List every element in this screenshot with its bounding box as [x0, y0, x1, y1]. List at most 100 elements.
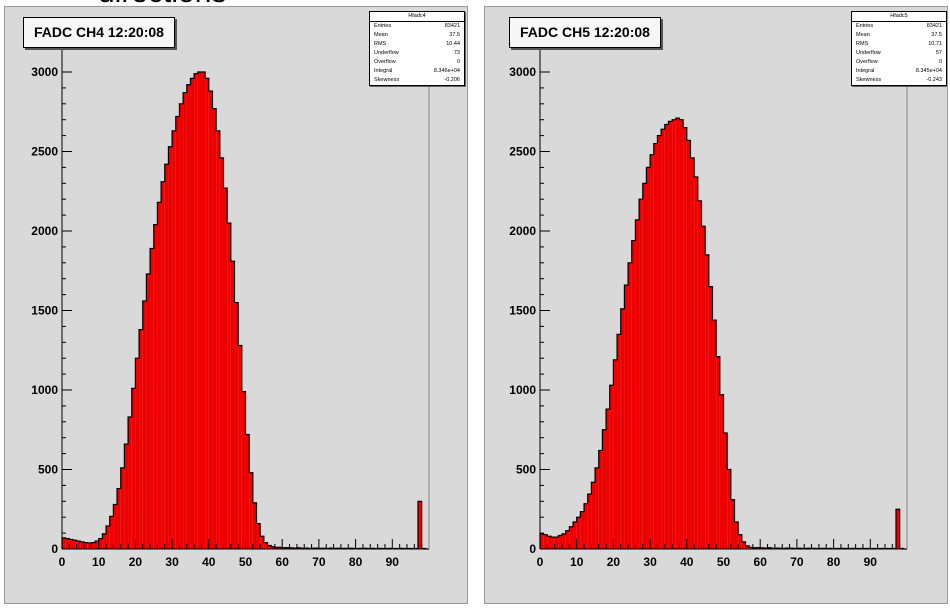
- histogram-bin: [895, 509, 900, 549]
- histogram-bin: [606, 409, 610, 549]
- stats-row: Integral 8.345e+04: [852, 67, 946, 76]
- stats-row: Overflow 0: [370, 58, 464, 67]
- histogram-bin: [271, 546, 275, 549]
- histogram-bin: [164, 164, 169, 549]
- y-tick-label: 500: [38, 463, 58, 477]
- y-tick-label: 3000: [509, 65, 536, 79]
- histogram-bin: [646, 167, 651, 549]
- histogram-bin: [65, 538, 70, 549]
- histogram-bin: [282, 547, 286, 549]
- stats-label: RMS: [374, 41, 387, 47]
- y-tick-label: 2500: [509, 145, 536, 159]
- histogram-bin: [278, 547, 283, 549]
- histogram-bin: [201, 72, 206, 549]
- stats-label: Entries: [374, 23, 392, 29]
- histogram-bin: [69, 539, 74, 549]
- histogram-bin: [241, 391, 246, 549]
- stats-box: Hfadc5 Entries 83421 Mean 37.5 RMS 10.71 Un…: [851, 11, 947, 86]
- histogram-bin: [91, 542, 96, 549]
- histogram-bin: [216, 130, 220, 549]
- histogram-bin: [296, 547, 301, 549]
- stats-value: 10.71: [928, 41, 942, 47]
- histogram-bin: [150, 248, 154, 550]
- histogram-ch4: 0 500 1000 1500 2000 2500 3000 0 10 20 30 40 50 60 70 8…: [31, 47, 430, 569]
- x-tick-label: 70: [790, 555, 804, 569]
- histogram-bin: [580, 511, 585, 549]
- histogram-bin: [587, 494, 592, 549]
- histogram-bin: [234, 302, 239, 549]
- histogram-bin: [161, 181, 165, 549]
- histogram-bin: [675, 118, 680, 550]
- histogram-bin: [576, 517, 581, 549]
- y-tick-label: 0: [51, 542, 58, 556]
- x-tick-label: 60: [276, 555, 290, 569]
- histogram-bin: [194, 73, 198, 549]
- stats-row: Underflow 57: [852, 49, 946, 58]
- histogram-bin: [745, 545, 750, 549]
- histogram-bin: [87, 542, 92, 549]
- histogram-bin: [558, 535, 563, 549]
- stats-value: 0: [456, 59, 460, 65]
- y-tick-label: 1500: [509, 304, 536, 318]
- histogram-bin: [613, 359, 618, 549]
- histogram-bin: [551, 537, 555, 549]
- histogram-bin: [131, 388, 136, 549]
- histogram-bin: [98, 538, 103, 549]
- x-tick-label: 40: [680, 555, 694, 569]
- histogram-ch5: 0 500 1000 1500 2000 2500 3000 0 10 20 30 40 50 60 70 8…: [509, 47, 908, 569]
- histogram-bin: [80, 541, 85, 549]
- histogram-bin: [219, 157, 224, 550]
- stats-header: Hfadc4: [370, 12, 464, 22]
- histogram-bin: [562, 533, 566, 549]
- histogram-bin: [95, 541, 99, 549]
- y-tick-label: 2000: [509, 224, 536, 238]
- stats-label: Entries: [856, 23, 874, 29]
- histogram-bin: [723, 432, 728, 549]
- y-tick-label: 2000: [31, 224, 58, 238]
- histogram-bin: [285, 547, 290, 549]
- histogram-bin: [109, 516, 114, 549]
- x-tick-label: 80: [827, 555, 841, 569]
- stats-value: 83421: [926, 23, 942, 29]
- histogram-bin: [256, 523, 261, 549]
- histogram-bin: [628, 262, 632, 549]
- stats-box: Hfadc4 Entries 83421 Mean 37.5 RMS 10.44 Un…: [369, 11, 465, 86]
- stats-row: Integral 8.346e+04: [370, 67, 464, 76]
- stats-row: Mean 37.5: [370, 31, 464, 40]
- histogram-bin: [767, 547, 772, 549]
- histogram-bin: [146, 273, 151, 549]
- histogram-bin: [565, 530, 570, 549]
- histogram-bin: [708, 286, 713, 549]
- histogram-bin: [653, 143, 658, 550]
- x-tick-label: 0: [59, 555, 66, 569]
- histogram-bin: [705, 254, 709, 549]
- histogram-bin: [554, 537, 559, 549]
- histogram-bin: [694, 176, 698, 549]
- stats-row: Skewness -0.206: [370, 76, 464, 85]
- histogram-bin: [84, 542, 88, 549]
- histogram-bin: [142, 300, 147, 549]
- x-tick-label: 10: [92, 555, 106, 569]
- stats-label: Overflow: [856, 59, 878, 65]
- histogram-bin: [106, 525, 110, 549]
- histogram-bin: [741, 541, 746, 549]
- stats-row: Mean 37.5: [852, 31, 946, 40]
- histogram-bin: [62, 537, 66, 549]
- x-tick-label: 50: [239, 555, 253, 569]
- stats-value: 73: [453, 50, 460, 56]
- histogram-bin: [738, 534, 742, 549]
- stats-value: 10.44: [446, 41, 460, 47]
- histogram-bin: [624, 285, 629, 549]
- stats-row: RMS 10.71: [852, 40, 946, 49]
- stats-label: RMS: [856, 41, 869, 47]
- stats-label: Integral: [374, 68, 393, 74]
- histogram-bin: [679, 119, 684, 549]
- histogram-bin: [591, 482, 596, 549]
- histogram-outline: [61, 71, 429, 550]
- histogram-bin: [179, 103, 184, 550]
- histogram-bin: [650, 154, 654, 549]
- stats-row: Overflow 0: [852, 58, 946, 67]
- histogram-bin: [417, 501, 422, 549]
- histogram-bin: [543, 534, 548, 549]
- y-tick-label: 1000: [31, 383, 58, 397]
